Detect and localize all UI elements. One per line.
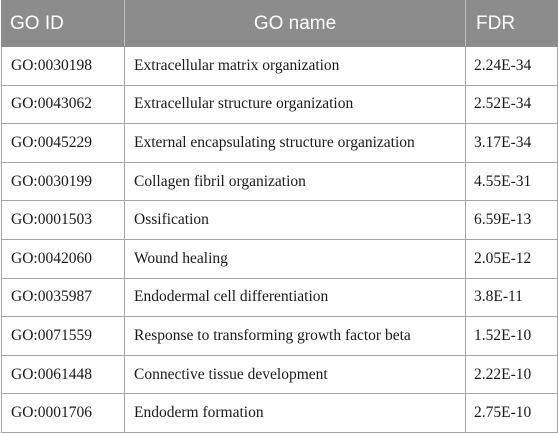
cell-go-name: Connective tissue development <box>124 354 466 395</box>
cell-go-name: Wound healing <box>124 238 466 279</box>
cell-go-id: GO:0030199 <box>1 161 125 202</box>
cell-fdr: 2.52E-34 <box>465 84 558 125</box>
cell-fdr: 4.55E-31 <box>465 161 558 202</box>
cell-fdr: 1.52E-10 <box>465 316 558 356</box>
header-row: GO ID GO name FDR <box>1 0 558 47</box>
table-header: GO ID GO name FDR <box>1 0 558 47</box>
table-row: GO:0061448 Connective tissue development… <box>1 354 558 395</box>
cell-go-id: GO:0043062 <box>1 84 125 125</box>
cell-go-name: Response to transforming growth factor b… <box>124 316 466 356</box>
header-go-id: GO ID <box>1 0 125 47</box>
cell-go-id: GO:0030198 <box>1 46 125 86</box>
cell-fdr: 3.17E-34 <box>465 123 558 163</box>
cell-go-id: GO:0061448 <box>1 354 125 395</box>
cell-fdr: 2.75E-10 <box>465 393 558 433</box>
table-row: GO:0001706 Endoderm formation 2.75E-10 <box>1 393 558 433</box>
cell-fdr: 2.22E-10 <box>465 354 558 395</box>
header-go-name: GO name <box>124 0 466 47</box>
cell-go-name: Extracellular structure organization <box>124 84 466 125</box>
cell-go-id: GO:0045229 <box>1 123 125 163</box>
table-row: GO:0042060 Wound healing 2.05E-12 <box>1 238 558 279</box>
cell-fdr: 2.05E-12 <box>465 238 558 279</box>
cell-fdr: 3.8E-11 <box>465 277 558 318</box>
cell-go-name: Extracellular matrix organization <box>124 46 466 86</box>
cell-go-id: GO:0071559 <box>1 316 125 356</box>
header-fdr: FDR <box>465 0 558 47</box>
cell-fdr: 2.24E-34 <box>465 46 558 86</box>
cell-go-name: External encapsulating structure organiz… <box>124 123 466 163</box>
table-row: GO:0035987 Endodermal cell differentiati… <box>1 277 558 318</box>
table-row: GO:0045229 External encapsulating struct… <box>1 123 558 163</box>
table-row: GO:0071559 Response to transforming grow… <box>1 316 558 356</box>
table-row: GO:0043062 Extracellular structure organ… <box>1 84 558 125</box>
cell-go-name: Collagen fibril organization <box>124 161 466 202</box>
cell-go-id: GO:0042060 <box>1 238 125 279</box>
cell-go-name: Ossification <box>124 200 466 240</box>
cell-go-id: GO:0001706 <box>1 393 125 433</box>
cell-go-id: GO:0001503 <box>1 200 125 240</box>
cell-go-id: GO:0035987 <box>1 277 125 318</box>
cell-go-name: Endodermal cell differentiation <box>124 277 466 318</box>
table-row: GO:0030198 Extracellular matrix organiza… <box>1 46 558 86</box>
table-row: GO:0030199 Collagen fibril organization … <box>1 161 558 202</box>
cell-fdr: 6.59E-13 <box>465 200 558 240</box>
table-body: GO:0030198 Extracellular matrix organiza… <box>1 46 558 433</box>
cell-go-name: Endoderm formation <box>124 393 466 433</box>
table-row: GO:0001503 Ossification 6.59E-13 <box>1 200 558 240</box>
